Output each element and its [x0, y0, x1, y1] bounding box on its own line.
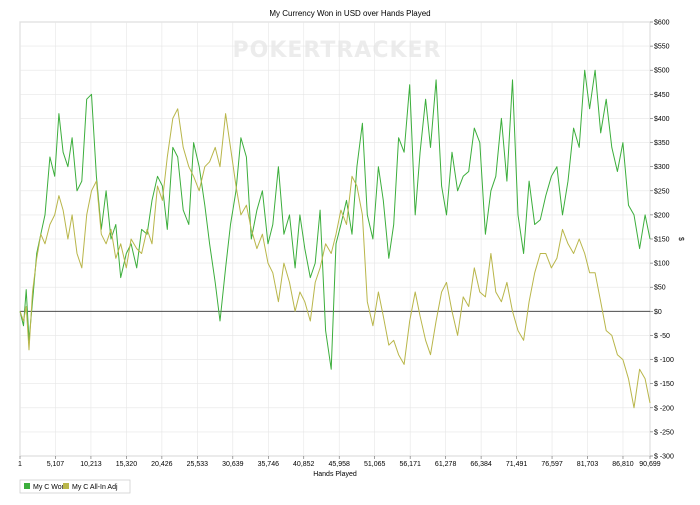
- y-tick-label: $ -100: [654, 357, 674, 364]
- y-tick-label: $150: [654, 237, 670, 244]
- x-tick-label: 35,746: [258, 461, 280, 468]
- chart-title: My Currency Won in USD over Hands Played: [269, 9, 430, 18]
- x-tick-label: 30,639: [222, 461, 244, 468]
- y-tick-label: $ -50: [654, 333, 670, 340]
- x-axis-label: Hands Played: [313, 471, 357, 478]
- y-tick-label: $400: [654, 116, 670, 123]
- y-tick-label: $550: [654, 44, 670, 51]
- x-axis-ticks: 1 5,107 10,213 15,320 20,426 25,533 30,639 35,7…: [18, 456, 661, 468]
- x-tick-label: 71,491: [506, 461, 528, 468]
- y-tick-label: $300: [654, 164, 670, 171]
- x-tick-label: 10,213: [80, 461, 102, 468]
- y-tick-label: $ -200: [654, 405, 674, 412]
- y-tick-label: $250: [654, 188, 670, 195]
- x-tick-label: 76,597: [541, 461, 563, 468]
- y-tick-label: $50: [654, 285, 666, 292]
- x-tick-label: 81,703: [577, 461, 599, 468]
- x-tick-label: 25,533: [187, 461, 209, 468]
- legend-swatch-won: [24, 483, 30, 489]
- legend-label-won: My C Won: [33, 484, 66, 491]
- x-tick-label: 1: [18, 461, 22, 468]
- x-tick-label: 5,107: [47, 461, 65, 468]
- y-tick-label: $0: [654, 309, 662, 316]
- legend: My C Won My C All-In Adj: [19, 479, 131, 494]
- legend-label-allin: My C All-In Adj: [72, 484, 118, 491]
- y-tick-label: $ -150: [654, 381, 674, 388]
- x-tick-label: 56,171: [399, 461, 421, 468]
- y-tick-label: $100: [654, 261, 670, 268]
- x-tick-label: 90,699: [639, 461, 661, 468]
- y-axis-label: $: [677, 237, 684, 241]
- y-tick-label: $500: [654, 68, 670, 75]
- x-tick-label: 86,810: [612, 461, 634, 468]
- y-tick-label: $200: [654, 212, 670, 219]
- x-tick-label: 20,426: [151, 461, 173, 468]
- x-tick-label: 61,278: [435, 461, 457, 468]
- legend-box: [19, 479, 131, 494]
- series-layer: [19, 69, 651, 409]
- y-tick-label: $350: [654, 140, 670, 147]
- legend-swatch-allin: [63, 483, 69, 489]
- y-tick-label: $ -250: [654, 429, 674, 436]
- watermark-logo: POKERTRACKER: [233, 38, 442, 63]
- y-tick-label: $450: [654, 92, 670, 99]
- x-tick-label: 66,384: [470, 461, 492, 468]
- y-axis-ticks: $600 $550 $500 $450 $400 $350 $300 $250 $200 $150…: [650, 20, 674, 461]
- x-tick-label: 45,958: [329, 461, 351, 468]
- y-tick-label: $ -300: [654, 454, 674, 461]
- series-line-won: [19, 69, 651, 370]
- x-tick-label: 40,852: [293, 461, 315, 468]
- x-tick-label: 51,065: [364, 461, 386, 468]
- x-tick-label: 15,320: [116, 461, 138, 468]
- series-line-allin: [19, 108, 651, 409]
- y-tick-label: $600: [654, 20, 670, 27]
